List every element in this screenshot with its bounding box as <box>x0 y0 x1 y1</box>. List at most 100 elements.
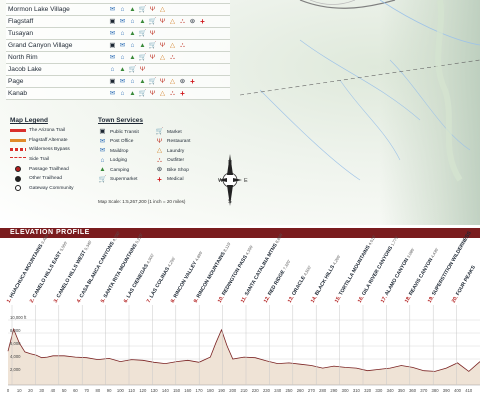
town-name: Kanab <box>8 90 28 97</box>
compass-east-label: E <box>244 178 248 184</box>
x-tick-label: 90 <box>106 388 112 393</box>
map-legend-item: Wilderness Bypass <box>10 147 70 152</box>
camping-icon: ▲ <box>129 89 136 97</box>
legend-line-icon <box>10 138 26 142</box>
restaurant-icon: Ψ <box>159 17 166 25</box>
outfitter-icon: ⛬ <box>170 53 175 61</box>
y-tick-label: 2,000 <box>10 367 21 372</box>
town-name: Page <box>8 78 24 85</box>
town-name: Tusayan <box>8 30 34 37</box>
market-icon: 🛒 <box>138 29 147 37</box>
legend-label: Other Trailhead <box>29 176 63 181</box>
legend-label: Flagstaff Alternate <box>29 137 68 143</box>
restaurant-icon: Ψ <box>159 41 166 49</box>
legend-dot-icon <box>10 175 26 182</box>
market-icon: 🛒 <box>128 65 137 73</box>
market-icon: 🛒 <box>148 17 157 25</box>
x-tick-label: 290 <box>330 388 338 393</box>
x-tick-label: 410 <box>465 388 473 393</box>
service-label: Lodging <box>110 158 128 163</box>
bike-icon: ⊛ <box>156 166 163 173</box>
legend-line-icon <box>10 148 26 151</box>
service-legend-item: ▲ Camping <box>98 166 129 174</box>
x-tick-label: 30 <box>39 388 45 393</box>
laundry-icon: △ <box>170 77 175 85</box>
map-legend-item: Flagstaff Alternate <box>10 138 68 143</box>
x-tick-label: 240 <box>274 388 282 393</box>
town-row: Pine <box>6 0 230 4</box>
town-row: Jacob Lake ⌂ ▲ 🛒 Ψ <box>6 64 230 76</box>
x-tick-label: 100 <box>116 388 124 393</box>
service-legend-item: ⊛ Bike Shop <box>155 166 189 174</box>
elevation-profile-title: ELEVATION PROFILE <box>10 229 90 236</box>
legend-label: Side Trail <box>29 156 49 162</box>
x-tick-label: 130 <box>150 388 158 393</box>
market-icon: 🛒 <box>98 175 107 183</box>
x-tick-label: 250 <box>285 388 293 393</box>
x-tick-label: 180 <box>206 388 214 393</box>
market-icon: 🛒 <box>138 5 147 13</box>
legend-dot-icon <box>10 166 26 172</box>
town-services-table: PineMormon Lake Village✉⌂▲🛒Ψ△Flagstaff▣✉… <box>6 0 230 100</box>
x-tick-label: 360 <box>409 388 417 393</box>
camping-icon: ▲ <box>139 17 146 25</box>
lodging-icon: ⌂ <box>120 89 125 97</box>
y-tick-label: 4,000 <box>10 354 21 359</box>
mail-icon: ✉ <box>119 77 126 85</box>
laundry-icon: △ <box>160 53 165 61</box>
x-tick-label: 280 <box>319 388 327 393</box>
x-tick-label: 50 <box>61 388 67 393</box>
mail-icon: ✉ <box>109 53 116 61</box>
y-tick-label: 8,000 <box>10 328 21 333</box>
x-tick-label: 190 <box>218 388 226 393</box>
camping-icon: ▲ <box>139 77 146 85</box>
mail-icon: ✉ <box>119 41 126 49</box>
restaurant-icon: Ψ <box>159 77 166 85</box>
map-legend-item: Passage Trailhead <box>10 166 69 172</box>
legend-label: Wilderness Bypass <box>29 147 70 152</box>
outfitter-icon: ⛬ <box>157 156 162 164</box>
service-label: Medical <box>167 177 184 182</box>
x-tick-label: 350 <box>397 388 405 393</box>
restaurant-icon: Ψ <box>149 29 156 37</box>
medical-icon: + <box>200 16 205 26</box>
x-tick-label: 300 <box>341 388 349 393</box>
town-row: Kanab ✉ ⌂ ▲ 🛒 Ψ △ ⛬ + <box>6 88 230 100</box>
y-tick-label: 6,000 <box>10 341 21 346</box>
market-icon: 🛒 <box>138 53 147 61</box>
service-legend-item: 🛒 Supermarket <box>98 176 137 184</box>
legend-label: Gateway Community <box>29 185 74 191</box>
outfitter-icon: ⛬ <box>180 17 185 25</box>
market-icon: 🛒 <box>155 128 164 135</box>
service-label: Restaurant <box>167 139 191 144</box>
restaurant-icon: Ψ <box>139 65 146 73</box>
town-row: North Rim ✉ ⌂ ▲ 🛒 Ψ △ ⛬ <box>6 52 230 64</box>
terrain-shading <box>380 0 480 225</box>
lodging-icon: ⌂ <box>120 29 125 37</box>
map-scale: Map Scale: 1:5,267,200 (1 inch = 20 mile… <box>98 199 186 204</box>
town-name: Grand Canyon Village <box>8 42 73 49</box>
camping-icon: ▲ <box>119 65 126 73</box>
x-tick-label: 60 <box>73 388 78 393</box>
town-name: Flagstaff <box>8 18 34 25</box>
town-row: Tusayan ✉ ⌂ ▲ 🛒 Ψ <box>6 28 230 40</box>
compass-rose-icon <box>218 154 242 206</box>
map-legend-item: Side Trail <box>10 157 49 162</box>
x-tick-label: 70 <box>84 388 89 393</box>
x-tick-label: 40 <box>50 388 56 393</box>
x-tick-label: 330 <box>375 388 383 393</box>
x-tick-label: 140 <box>161 388 169 393</box>
bus-icon: ▣ <box>109 17 116 25</box>
camping-icon: ▲ <box>129 29 136 37</box>
laundry-icon: △ <box>170 41 175 49</box>
bus-icon: ▣ <box>109 41 116 49</box>
bus-icon: ▣ <box>109 77 116 85</box>
bike-icon: ⊛ <box>189 17 196 25</box>
camping-icon: ▲ <box>139 41 146 49</box>
mail-icon: ✉ <box>109 89 116 97</box>
medical-icon: + <box>190 76 195 86</box>
x-tick-label: 110 <box>128 388 135 393</box>
map-legend-item: Gateway Community <box>10 185 74 191</box>
medical-icon: + <box>157 174 162 184</box>
